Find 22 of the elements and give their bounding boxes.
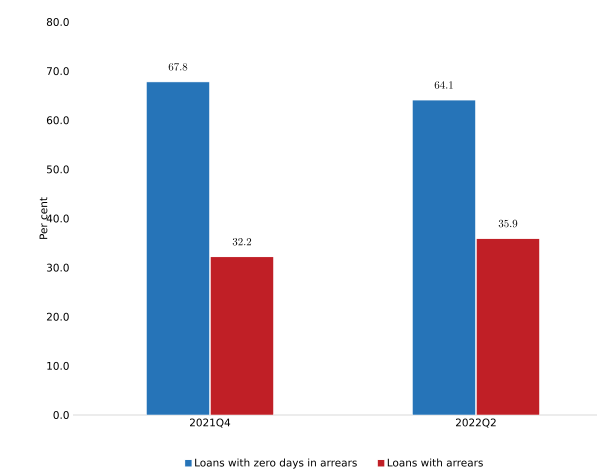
x-tick-label: 2021Q4 bbox=[190, 418, 230, 428]
y-tick-label: 20.0 bbox=[46, 312, 69, 321]
y-tick-label: 80.0 bbox=[46, 18, 69, 26]
data-label: 67.8 bbox=[168, 62, 188, 71]
data-label: 35.9 bbox=[498, 220, 518, 228]
bar bbox=[146, 82, 210, 415]
y-tick-label: 0.0 bbox=[54, 411, 69, 419]
bar bbox=[210, 256, 274, 415]
y-tick-label: 50.0 bbox=[47, 165, 69, 174]
y-tick-label: 30.0 bbox=[46, 264, 69, 272]
y-axis-title: Per cent bbox=[40, 197, 48, 239]
bar bbox=[476, 238, 540, 415]
y-tick-label: 60.0 bbox=[46, 116, 69, 124]
bar bbox=[412, 100, 476, 415]
legend-label: Loans with zero days in arrears bbox=[195, 458, 357, 469]
y-tick-label: 10.0 bbox=[47, 362, 69, 370]
y-tick-label: 40.0 bbox=[46, 214, 69, 222]
data-label: 32.2 bbox=[232, 238, 252, 246]
x-tick-label: 2022Q2 bbox=[456, 418, 496, 428]
y-tick-label: 70.0 bbox=[47, 67, 69, 76]
data-label: 64. 1 bbox=[434, 81, 453, 89]
legend-label: Loans with arrears bbox=[388, 458, 483, 467]
